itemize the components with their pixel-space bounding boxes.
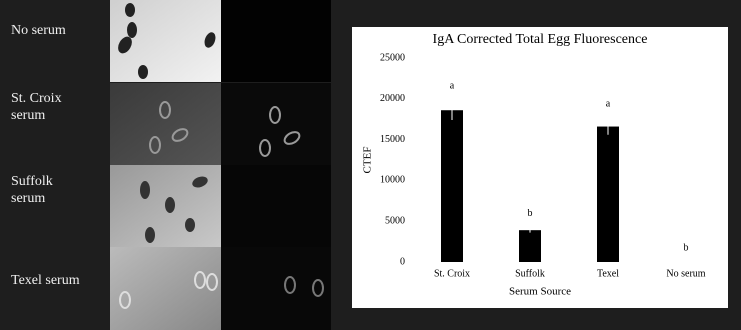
y-tick-label: 10000 — [380, 175, 405, 186]
significance-label: b — [684, 242, 689, 253]
x-tick-label: St. Croix — [434, 268, 470, 279]
y-tick-label: 15000 — [380, 134, 405, 145]
x-tick-label: Suffolk — [515, 268, 545, 279]
chart-title: IgA Corrected Total Egg Fluorescence — [433, 32, 648, 47]
y-tick-label: 20000 — [380, 93, 405, 104]
y-tick-label: 25000 — [380, 52, 405, 63]
bar — [441, 110, 463, 262]
figure: No serumSt. CroixserumSuffolkserumTexel … — [0, 0, 741, 330]
significance-label: a — [606, 99, 611, 110]
bar — [597, 127, 619, 262]
y-tick-label: 0 — [400, 256, 405, 267]
bar — [519, 230, 541, 262]
significance-label: b — [528, 208, 533, 219]
y-axis-label: CTEF — [362, 147, 374, 174]
y-tick-label: 5000 — [385, 215, 405, 226]
x-tick-label: No serum — [666, 268, 705, 279]
significance-label: a — [450, 81, 455, 92]
x-axis-label: Serum Source — [509, 286, 571, 298]
x-tick-label: Texel — [597, 268, 619, 279]
chart: IgA Corrected Total Egg Fluorescence Ser… — [0, 0, 741, 330]
